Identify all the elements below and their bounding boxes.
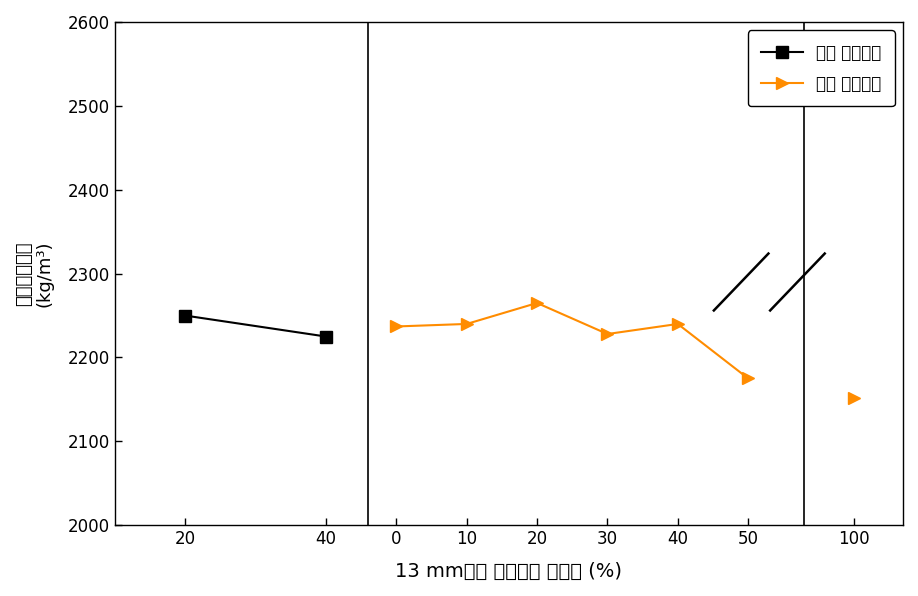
X-axis label: 13 mm이하 굵은골재 치환율 (%): 13 mm이하 굵은골재 치환율 (%) xyxy=(396,562,622,581)
Y-axis label: 단위용적질량
(kg/m³): 단위용적질량 (kg/m³) xyxy=(15,240,54,307)
Legend: 부순 굵은골재, 순환 굵은골재: 부순 굵은골재, 순환 굵은골재 xyxy=(748,30,895,106)
